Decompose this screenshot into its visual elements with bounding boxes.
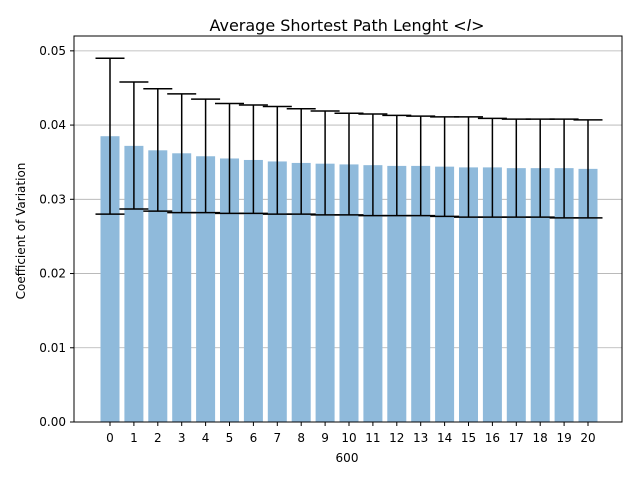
x-tick-label: 15	[461, 431, 476, 445]
bar	[339, 164, 359, 422]
x-tick-label: 4	[202, 431, 210, 445]
y-tick-label: 0.01	[39, 341, 66, 355]
x-tick-label: 12	[389, 431, 404, 445]
y-tick-label: 0.04	[39, 118, 66, 132]
x-tick-label: 1	[130, 431, 138, 445]
x-tick-label: 13	[413, 431, 428, 445]
bar	[148, 150, 168, 423]
x-axis-ticks: 0 1 2 3 4 5 6 7 8 9 10 11 12 13 14 15 16 17 18 19 20	[106, 422, 596, 445]
bar	[435, 166, 455, 422]
bar	[530, 168, 550, 422]
x-tick-label: 0	[106, 431, 114, 445]
x-tick-label: 14	[437, 431, 452, 445]
x-tick-label: 19	[556, 431, 571, 445]
x-tick-label: 7	[273, 431, 281, 445]
plot-frame	[73, 35, 623, 423]
x-tick-label: 11	[365, 431, 380, 445]
bar	[291, 162, 311, 422]
x-tick-label: 2	[154, 431, 162, 445]
y-tick-label: 0.03	[39, 192, 66, 206]
x-tick-label: 6	[250, 431, 258, 445]
bar	[506, 168, 526, 422]
y-axis-ticks: 0.00 0.01 0.02 0.03 0.04 0.05	[39, 44, 74, 429]
bar	[124, 145, 144, 422]
bar	[100, 136, 120, 422]
bar	[220, 158, 239, 422]
bar	[411, 165, 431, 422]
y-tick-label: 0.02	[39, 267, 66, 281]
y-tick-label: 0.05	[39, 44, 66, 58]
bar	[578, 168, 598, 422]
x-tick-label: 18	[533, 431, 548, 445]
x-tick-label: 20	[580, 431, 595, 445]
x-tick-label: 17	[509, 431, 524, 445]
x-tick-label: 3	[178, 431, 186, 445]
bar	[315, 163, 335, 422]
bar	[196, 156, 216, 422]
y-tick-label: 0.00	[39, 415, 66, 429]
x-tick-label: 16	[485, 431, 500, 445]
bar	[172, 153, 192, 423]
bar	[363, 165, 383, 422]
x-tick-label: 8	[297, 431, 305, 445]
bars	[100, 136, 598, 423]
bar	[482, 167, 502, 422]
x-tick-label: 9	[321, 431, 329, 445]
bar	[387, 165, 407, 422]
x-tick-label: 5	[226, 431, 234, 445]
x-tick-label: 10	[341, 431, 356, 445]
bar	[243, 159, 263, 422]
y-axis-label: Coefficient of Variation	[14, 163, 28, 300]
bar	[267, 161, 287, 422]
bar	[554, 168, 574, 422]
chart-title: Average Shortest Path Lenght <l>	[209, 16, 484, 35]
error-bars	[95, 57, 603, 219]
bar	[459, 167, 478, 422]
x-axis-label: 600	[336, 451, 359, 465]
